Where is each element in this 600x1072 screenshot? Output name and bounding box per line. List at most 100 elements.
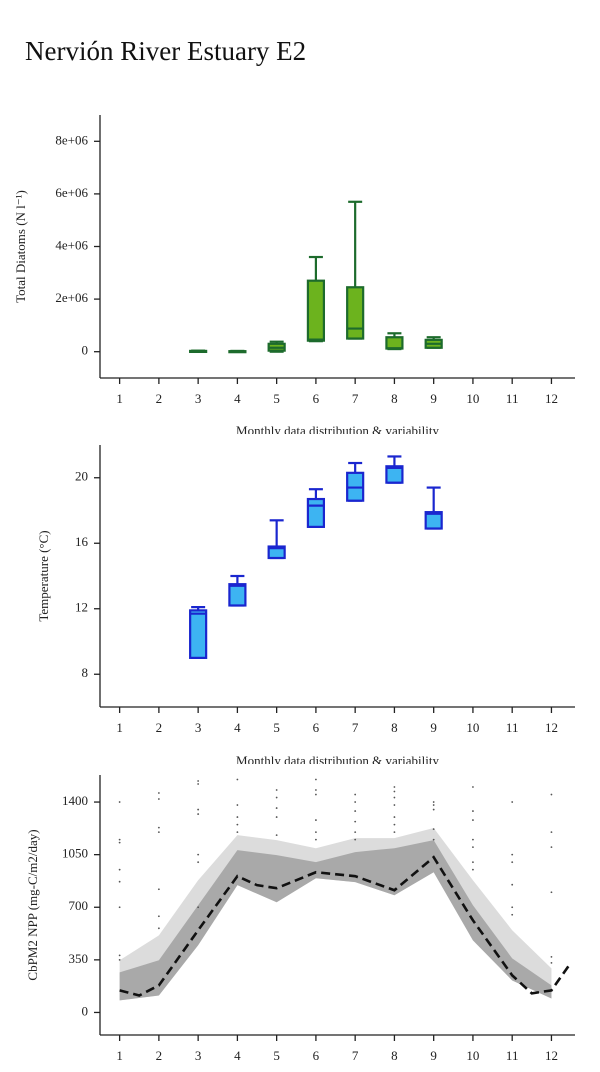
point (393, 804, 396, 806)
box (346, 286, 365, 340)
x-tick-label: 6 (313, 391, 320, 406)
point (472, 846, 474, 849)
point (511, 801, 514, 803)
x-tick-label: 3 (195, 391, 202, 406)
point (118, 880, 121, 883)
x-tick-label: 4 (234, 1048, 241, 1063)
point (275, 816, 278, 818)
x-tick-label: 12 (545, 720, 558, 735)
point (393, 816, 396, 818)
point (275, 796, 278, 799)
box (424, 511, 443, 530)
y-tick-label: 1050 (62, 846, 88, 861)
y-tick-label: 2e+06 (55, 290, 88, 305)
point (472, 819, 474, 821)
point (197, 813, 200, 815)
point (197, 780, 200, 782)
point (118, 958, 121, 961)
x-tick-label: 1 (116, 1048, 123, 1063)
point (315, 793, 317, 796)
x-tick-label: 10 (466, 1048, 479, 1063)
x-tick-label: 9 (430, 1048, 437, 1063)
point (550, 793, 553, 796)
x-tick-label: 2 (156, 1048, 163, 1063)
point (157, 798, 160, 800)
point (472, 810, 474, 812)
box (267, 545, 286, 560)
point (157, 792, 160, 794)
point (236, 778, 239, 781)
box (385, 465, 404, 484)
point (393, 831, 396, 834)
y-tick-label: 0 (82, 1003, 89, 1018)
point (354, 810, 357, 812)
band (119, 828, 552, 1001)
point (432, 801, 435, 803)
x-tick-label: 7 (352, 1048, 359, 1063)
point (118, 868, 121, 871)
point (393, 796, 396, 799)
point (315, 831, 317, 834)
box (189, 609, 208, 659)
point (550, 961, 553, 964)
point (550, 831, 553, 834)
box (306, 279, 326, 342)
point (432, 838, 435, 841)
point (118, 954, 121, 957)
point (236, 816, 239, 818)
x-tick-label: 12 (545, 1048, 558, 1063)
x-tick-label: 10 (466, 720, 479, 735)
point (118, 841, 121, 844)
x-tick-label: 10 (466, 391, 479, 406)
point (432, 804, 435, 806)
x-tick-label: 8 (391, 1048, 398, 1063)
y-tick-label: 0 (82, 343, 89, 358)
point (315, 778, 317, 781)
y-tick-label: 16 (75, 534, 89, 549)
point (236, 804, 239, 806)
x-tick-label: 5 (273, 1048, 280, 1063)
x-tick-label: 11 (506, 1048, 519, 1063)
y-tick-label: 1400 (62, 793, 88, 808)
y-axis-title: Temperature (°C) (36, 530, 51, 621)
point (472, 786, 474, 788)
point (315, 789, 317, 791)
y-tick-label: 6e+06 (55, 185, 88, 200)
point (275, 834, 278, 837)
point (354, 820, 357, 823)
y-tick-label: 350 (69, 951, 89, 966)
x-tick-label: 8 (391, 391, 398, 406)
point (197, 783, 200, 785)
y-tick-label: 12 (75, 600, 88, 615)
point (354, 831, 357, 834)
x-tick-label: 11 (506, 720, 519, 735)
y-tick-label: 20 (75, 469, 88, 484)
y-tick-label: 8e+06 (55, 132, 88, 147)
point (354, 838, 357, 841)
x-tick-label: 6 (313, 720, 320, 735)
point (393, 823, 396, 826)
point (157, 826, 160, 829)
point (472, 861, 474, 864)
x-tick-label: 7 (352, 391, 359, 406)
point (472, 838, 474, 841)
y-tick-label: 4e+06 (55, 237, 88, 252)
x-tick-label: 2 (156, 391, 163, 406)
point (236, 831, 239, 834)
x-tick-label: 3 (195, 1048, 202, 1063)
point (315, 838, 317, 841)
point (432, 828, 435, 831)
point (236, 823, 239, 826)
point (511, 913, 514, 916)
mean-line (119, 855, 573, 997)
point (315, 819, 317, 821)
x-tick-label: 3 (195, 720, 202, 735)
point (197, 906, 200, 909)
y-tick-label: 700 (69, 898, 89, 913)
point (393, 786, 396, 788)
x-tick-label: 4 (234, 391, 241, 406)
point (511, 883, 514, 886)
y-tick-label: 8 (82, 665, 89, 680)
x-tick-label: 9 (430, 391, 437, 406)
point (157, 831, 160, 834)
